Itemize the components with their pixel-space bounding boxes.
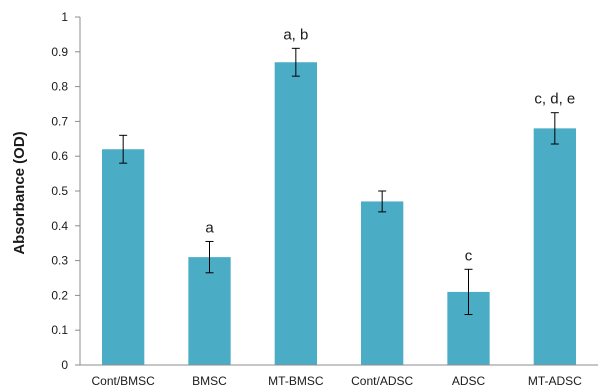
bars [102,62,576,366]
significance-label: a [205,219,214,236]
bar [533,128,576,365]
y-tick-label: 0.5 [51,184,68,198]
y-axis-label: Absorbance (OD) [11,131,28,254]
x-tick-label: MT-BMSC [268,374,324,388]
y-tick-label: 0.8 [51,80,68,94]
error-bars [119,47,559,316]
y-axis: 0 0.1 0.2 0.3 0.4 0.5 0.6 0.7 0.8 0.9 1 [51,10,81,372]
x-tick-label: MT-ADSC [528,374,582,388]
y-tick-label: 0.9 [51,45,68,59]
bar [102,149,145,365]
error-bar [464,268,473,316]
error-bar [550,112,559,145]
x-tick-label: Cont/ADSC [351,374,413,388]
error-bar [378,190,387,213]
error-bar [205,240,214,274]
x-tick-label: Cont/BMSC [91,374,155,388]
error-bar [119,134,128,164]
significance-label: c, d, e [534,91,575,108]
y-tick-label: 0.3 [51,254,68,268]
bar [188,257,231,365]
error-bar [291,47,300,77]
bar [274,62,317,366]
y-tick-label: 0.4 [51,219,68,233]
y-tick-label: 0.7 [51,114,68,128]
y-tick-label: 0.2 [51,288,68,302]
y-tick-label: 0.6 [51,149,68,163]
x-axis: Cont/BMSC BMSC MT-BMSC Cont/ADSC ADSC MT-ADSC [80,364,598,388]
bar [361,201,404,365]
y-tick-label: 0 [61,358,68,372]
significance-label: c [465,247,473,264]
significance-annotations: a a, b c c, d, e [205,26,575,264]
x-tick-label: ADSC [452,374,486,388]
significance-label: a, b [283,26,308,43]
y-tick-label: 0.1 [51,323,68,337]
y-tick-label: 1 [61,10,68,24]
x-tick-label: BMSC [192,374,227,388]
